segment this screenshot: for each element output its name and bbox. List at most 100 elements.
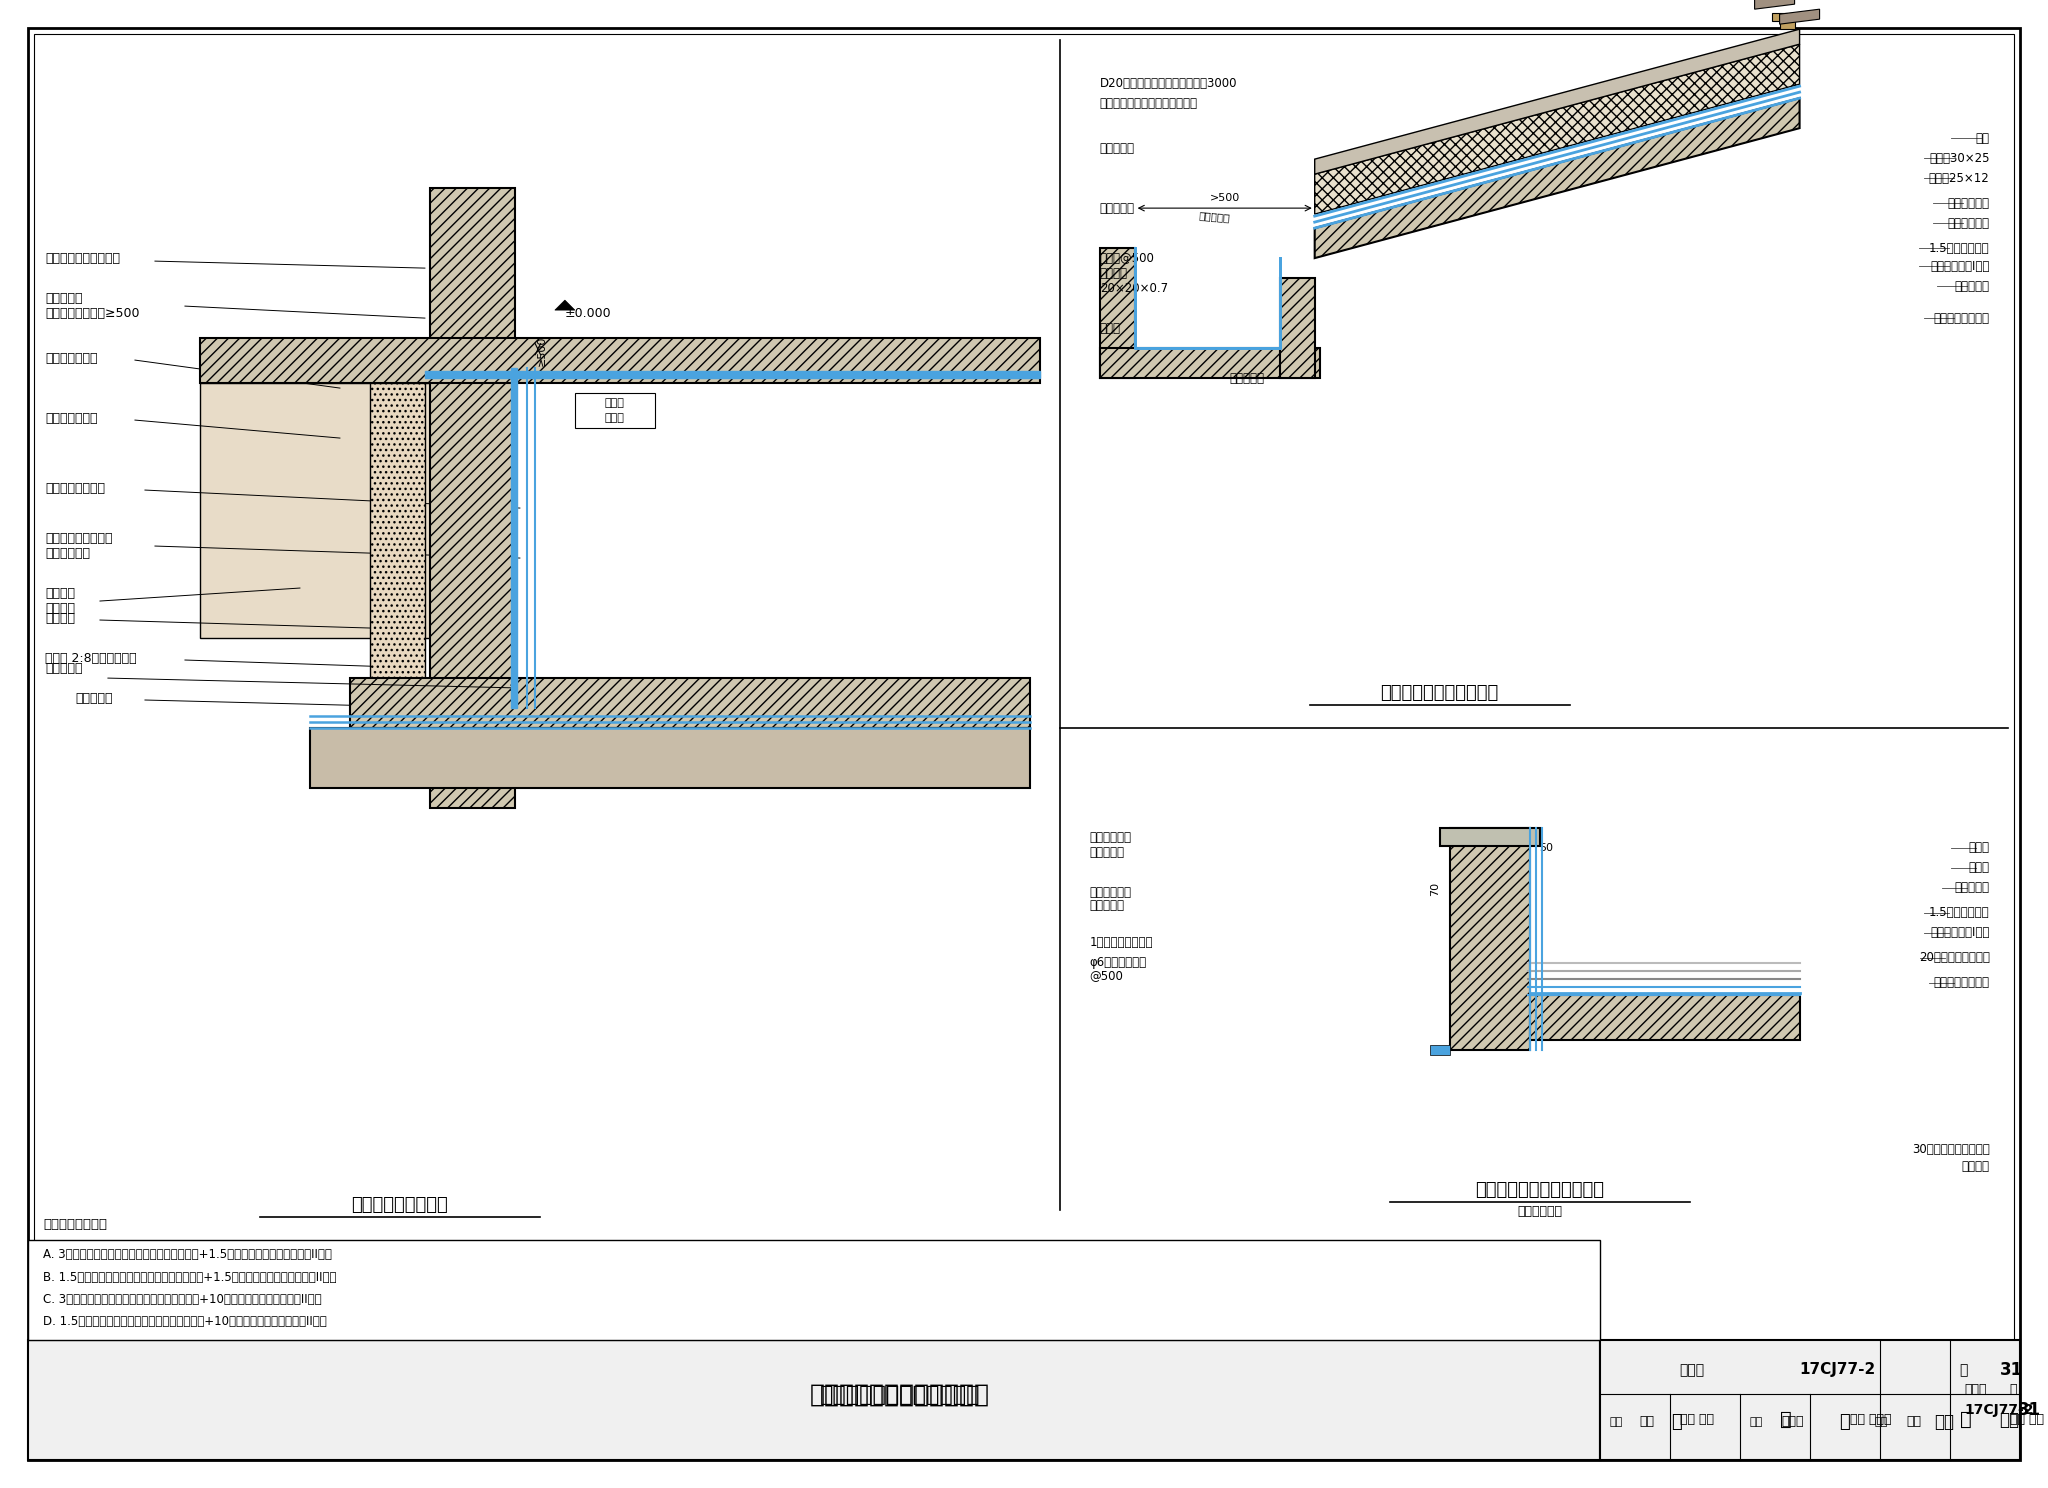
Polygon shape: [424, 371, 1040, 378]
Text: 注：一级防水做法: 注：一级防水做法: [43, 1219, 106, 1232]
Text: ±0.000: ±0.000: [565, 307, 612, 320]
Bar: [1450, 827, 1530, 1051]
Text: 屋面、地下室防水节点构造: 屋面、地下室防水节点构造: [809, 1382, 989, 1406]
Polygon shape: [1780, 9, 1819, 24]
Text: 顺水条25×12: 顺水条25×12: [1929, 171, 1989, 185]
Bar: [201, 382, 430, 638]
Text: 见具体工程设计: 见具体工程设计: [45, 412, 98, 424]
Text: 保护砖墙: 保护砖墙: [45, 612, 76, 625]
Bar: [1100, 248, 1135, 378]
Bar: [29, 1339, 1599, 1460]
Text: 页: 页: [1960, 1363, 1968, 1376]
Text: 水泥钉@500: 水泥钉@500: [1100, 251, 1155, 265]
Bar: [1530, 995, 1800, 1040]
Text: 杏: 杏: [1780, 1411, 1792, 1430]
Text: 桢: 桢: [1960, 1411, 1972, 1430]
Text: 设计 陆地: 设计 陆地: [2009, 1414, 2044, 1427]
Polygon shape: [1315, 30, 1800, 174]
Polygon shape: [510, 368, 516, 708]
Polygon shape: [555, 301, 575, 310]
Text: 31: 31: [1999, 1362, 2023, 1379]
Text: 外墙饰面做法: 外墙饰面做法: [1090, 887, 1133, 899]
Text: B. 1.5厚自粘聚合物改性沥青防水卷材（无胎）+1.5厚聚合物水泥弹性防水膜（II型）: B. 1.5厚自粘聚合物改性沥青防水卷材（无胎）+1.5厚聚合物水泥弹性防水膜（…: [43, 1271, 336, 1284]
Text: 保温层隔热层: 保温层隔热层: [1948, 217, 1989, 229]
Text: 卷材防水层（注）: 卷材防水层（注）: [45, 482, 104, 494]
Text: 17CJ77-2: 17CJ77-2: [1964, 1403, 2034, 1417]
Text: 密封胶封严: 密封胶封严: [1100, 201, 1135, 214]
Text: 防水加强层: 防水加强层: [45, 662, 82, 674]
Bar: [350, 679, 1030, 728]
Text: 杨宇峰: 杨宇峰: [1782, 1415, 1804, 1428]
Text: ≥500: ≥500: [537, 335, 547, 366]
Text: 保护层: 保护层: [1968, 842, 1989, 854]
Bar: [29, 1240, 1599, 1339]
Bar: [1772, 13, 1786, 21]
Text: 陆地: 陆地: [1907, 1415, 1921, 1428]
Text: 按工程设计: 按工程设计: [1090, 899, 1124, 912]
Text: >500: >500: [1210, 193, 1239, 204]
Text: @500: @500: [1090, 970, 1124, 982]
Bar: [575, 393, 655, 429]
Text: 地下室防水节点构造: 地下室防水节点构造: [352, 1196, 449, 1214]
Text: 审核: 审核: [1610, 1417, 1622, 1427]
Text: （一级防水）: （一级防水）: [1518, 1205, 1563, 1219]
Text: 防水加强层: 防水加强层: [76, 692, 113, 704]
Text: C. 3厚自粘聚合物改性沥青防水卷材（聚酯胎）+10厚聚合物水泥防水砂浆（II型）: C. 3厚自粘聚合物改性沥青防水卷材（聚酯胎）+10厚聚合物水泥防水砂浆（II型…: [43, 1293, 322, 1306]
Text: 70: 70: [1430, 882, 1440, 896]
Text: 钢筋混凝土女儿墙: 钢筋混凝土女儿墙: [1933, 976, 1989, 990]
Text: 外墙保温做法: 外墙保温做法: [1090, 832, 1133, 845]
Text: 坡屋面天沟防水节点构造: 坡屋面天沟防水节点构造: [1380, 684, 1499, 702]
Text: 20厚水泥砂浆找平层: 20厚水泥砂浆找平层: [1919, 951, 1989, 964]
Text: 陆地: 陆地: [1935, 1412, 1954, 1431]
Text: A. 3厚自粘聚合物改性沥青防水卷材（聚酯胎）+1.5厚聚合物水泥弹性防水膜（II型）: A. 3厚自粘聚合物改性沥青防水卷材（聚酯胎）+1.5厚聚合物水泥弹性防水膜（I…: [43, 1248, 332, 1262]
Text: D. 1.5厚自粘聚合物改性沥青防水卷材（无胎）+10厚聚合物水泥防水砂浆（II型）: D. 1.5厚自粘聚合物改性沥青防水卷材（无胎）+10厚聚合物水泥防水砂浆（II…: [43, 1315, 328, 1329]
Bar: [1430, 1045, 1450, 1055]
Text: 17CJ77-2: 17CJ77-2: [1800, 1363, 1876, 1378]
Text: 止水带: 止水带: [604, 399, 625, 408]
Text: 附加防水层: 附加防水层: [45, 292, 82, 305]
Text: 上端管口周围填隙用密封胶封严: 上端管口周围填隙用密封胶封严: [1100, 97, 1198, 110]
Text: 细石砼保护层: 细石砼保护层: [1948, 196, 1989, 210]
Text: 校对 杨宇峰: 校对 杨宇峰: [1849, 1414, 1890, 1427]
Bar: [1780, 18, 1794, 30]
Text: 按工程设计: 按工程设计: [1090, 847, 1124, 860]
Text: 杏: 杏: [1671, 1412, 1681, 1431]
Text: 附加防水层: 附加防水层: [1954, 280, 1989, 293]
Text: 平瓦: 平瓦: [1976, 131, 1989, 144]
Text: 桢: 桢: [1839, 1412, 1849, 1431]
Bar: [1599, 1339, 2019, 1460]
Text: （种类见注）: （种类见注）: [45, 546, 90, 559]
Text: 散水见具体工程: 散水见具体工程: [45, 351, 98, 365]
Bar: [1440, 827, 1540, 847]
Text: 迎水面 2:8灰土分层夯实: 迎水面 2:8灰土分层夯实: [45, 652, 137, 665]
Text: 外墙外保温见具体设计: 外墙外保温见具体设计: [45, 251, 121, 265]
Text: 屋面、地下室防水节点构造: 屋面、地下室防水节点构造: [819, 1385, 981, 1405]
Text: 平屋面女儿墙防水节点构造: 平屋面女儿墙防水节点构造: [1475, 1181, 1604, 1199]
Polygon shape: [1315, 98, 1800, 257]
Polygon shape: [1755, 0, 1794, 9]
Text: 保温层: 保温层: [1968, 862, 1989, 875]
Bar: [309, 728, 1030, 789]
Text: 1.5厚聚合物水泥: 1.5厚聚合物水泥: [1929, 241, 1989, 254]
Polygon shape: [1315, 45, 1800, 214]
Text: 页: 页: [2009, 1384, 2017, 1396]
Text: 钢筋混凝土屋面板: 钢筋混凝土屋面板: [1933, 311, 1989, 324]
Text: 雨水口: 雨水口: [1100, 321, 1120, 335]
Text: 31: 31: [2017, 1400, 2040, 1420]
Text: 1.5厚聚合物水泥: 1.5厚聚合物水泥: [1929, 906, 1989, 920]
Text: 弹性防水膜（I型）: 弹性防水膜（I型）: [1929, 927, 1989, 939]
Text: 见单体工程: 见单体工程: [1229, 372, 1266, 384]
Text: 弹性防水膜（I型）: 弹性防水膜（I型）: [1929, 259, 1989, 272]
Text: 30厚聚乙烯泡沫塑料条: 30厚聚乙烯泡沫塑料条: [1911, 1143, 1989, 1156]
Bar: [371, 382, 424, 708]
Text: 挂瓦条30×25: 挂瓦条30×25: [1929, 152, 1989, 165]
Text: φ6塑料胀管螺钉: φ6塑料胀管螺钉: [1090, 957, 1147, 970]
Text: 校对: 校对: [1749, 1417, 1763, 1427]
Text: 金属泛水板: 金属泛水板: [1100, 141, 1135, 155]
Text: 或岩棉条: 或岩棉条: [1962, 1161, 1989, 1174]
Text: 陆地: 陆地: [1999, 1411, 2019, 1428]
Text: 分层夯实: 分层夯实: [45, 601, 76, 615]
Text: 50: 50: [1540, 844, 1554, 853]
Text: 20×20×0.7: 20×20×0.7: [1100, 281, 1167, 295]
Bar: [201, 338, 1040, 382]
